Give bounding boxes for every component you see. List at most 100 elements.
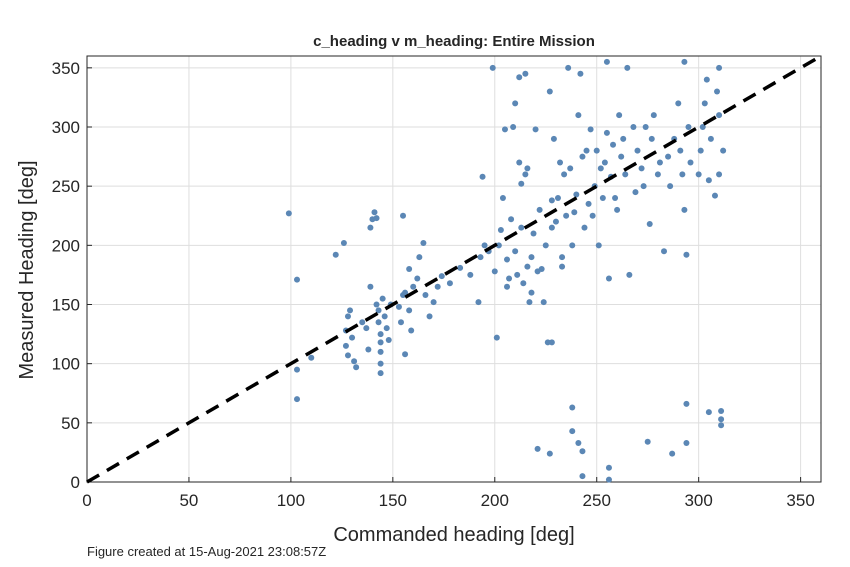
point — [528, 254, 535, 261]
point — [569, 404, 576, 411]
point — [597, 165, 604, 172]
point — [634, 147, 641, 154]
point — [385, 337, 392, 343]
point — [656, 159, 663, 166]
y-tick-label: 50 — [61, 414, 80, 433]
point — [501, 126, 508, 133]
point — [567, 165, 574, 172]
point — [569, 242, 576, 249]
point — [599, 195, 606, 201]
point — [648, 135, 655, 142]
point — [587, 126, 594, 133]
y-tick-label: 200 — [52, 236, 80, 255]
point — [550, 135, 557, 142]
y-tick-label: 250 — [52, 177, 80, 196]
point — [718, 416, 725, 423]
point — [697, 147, 704, 154]
point — [420, 239, 427, 246]
x-axis-label: Commanded heading [deg] — [333, 524, 574, 546]
point — [630, 124, 637, 130]
point — [344, 313, 351, 320]
point — [579, 153, 586, 160]
point — [563, 212, 570, 219]
point — [612, 195, 619, 201]
point — [479, 173, 486, 180]
point — [536, 206, 543, 213]
point — [601, 159, 608, 166]
point — [365, 346, 372, 353]
y-tick-label: 150 — [52, 296, 80, 315]
point — [614, 206, 621, 213]
point — [554, 195, 561, 201]
point — [577, 70, 584, 77]
point — [377, 331, 384, 338]
point — [675, 100, 682, 107]
point — [406, 307, 413, 314]
point — [400, 212, 407, 219]
point — [561, 171, 568, 178]
point — [559, 263, 566, 270]
point — [530, 230, 537, 237]
point — [716, 112, 723, 119]
point — [438, 273, 445, 280]
point — [681, 58, 688, 65]
point — [504, 256, 511, 263]
y-tick-label: 100 — [52, 355, 80, 374]
point — [406, 266, 413, 272]
x-tick-label: 250 — [583, 491, 611, 510]
point — [430, 299, 437, 306]
point — [512, 248, 519, 255]
point — [593, 147, 600, 154]
point — [654, 171, 661, 178]
point — [294, 396, 301, 403]
point — [681, 206, 688, 213]
point — [528, 289, 535, 296]
point — [579, 448, 586, 455]
point — [457, 264, 464, 271]
point — [493, 334, 500, 341]
point — [661, 248, 668, 255]
point — [371, 209, 378, 216]
point — [632, 189, 639, 196]
point — [520, 280, 527, 287]
point — [434, 283, 441, 290]
point — [579, 473, 586, 480]
point — [705, 177, 712, 184]
point — [367, 283, 374, 290]
point — [379, 295, 386, 302]
point — [540, 299, 547, 306]
point — [618, 153, 625, 160]
point — [347, 307, 354, 314]
point — [638, 165, 645, 172]
point — [402, 289, 409, 296]
point — [344, 352, 351, 359]
reference-line — [86, 54, 822, 484]
point — [514, 271, 521, 278]
point — [377, 339, 384, 346]
point — [397, 319, 404, 326]
point — [534, 445, 541, 452]
point — [626, 271, 633, 278]
point — [475, 299, 482, 306]
point — [605, 476, 612, 483]
point — [585, 200, 592, 207]
point — [504, 283, 511, 290]
point — [495, 242, 502, 249]
x-tick-label: 200 — [481, 491, 509, 510]
point — [367, 224, 374, 231]
point — [603, 58, 610, 65]
point — [395, 303, 402, 310]
x-tick-label: 0 — [82, 491, 91, 510]
point — [667, 183, 674, 190]
point — [375, 319, 382, 326]
point — [446, 280, 453, 287]
point — [699, 124, 706, 130]
point — [522, 70, 529, 77]
chart-title: c_heading v m_heading: Entire Mission — [313, 33, 595, 50]
point — [669, 450, 676, 457]
point — [610, 141, 617, 148]
point — [595, 242, 602, 249]
point — [489, 64, 496, 71]
point — [557, 159, 564, 166]
